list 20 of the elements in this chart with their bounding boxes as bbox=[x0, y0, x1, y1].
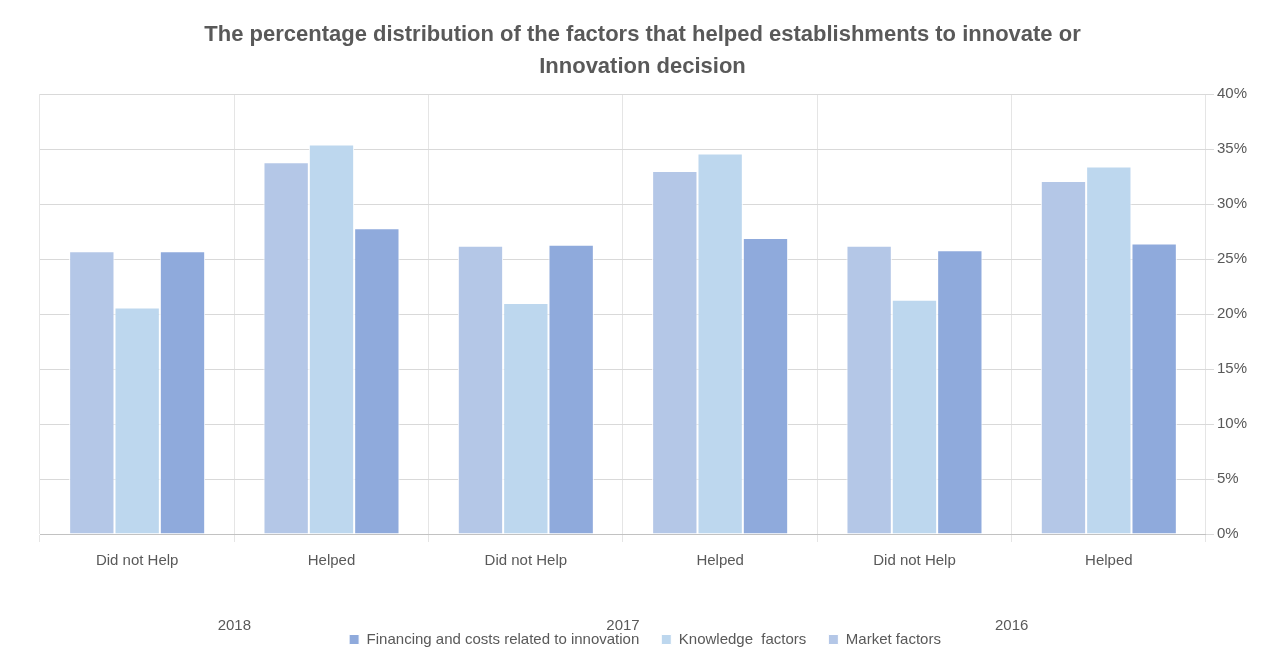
chart-title: The percentage distribution of the factors that helped establishments to innovate or Innovation decision bbox=[203, 20, 1082, 80]
legend-label: Knowledge factors bbox=[678, 629, 807, 647]
y-tick-label: 40% bbox=[1216, 84, 1248, 102]
y-tick-label: 10% bbox=[1216, 414, 1248, 432]
x-tick-label: Helped bbox=[307, 551, 356, 569]
y-tick-label: 30% bbox=[1216, 194, 1248, 212]
text: 2018 bbox=[217, 615, 252, 633]
y-tick-label: 5% bbox=[1216, 469, 1239, 487]
text: 2016 bbox=[994, 615, 1029, 633]
y-tick-label: 25% bbox=[1216, 249, 1248, 267]
y-tick-label: 35% bbox=[1216, 139, 1248, 157]
y-tick-label: 0% bbox=[1216, 524, 1239, 542]
legend-label: Market factors bbox=[845, 629, 941, 647]
y-tick-label: 15% bbox=[1216, 359, 1248, 377]
x-tick-label: Did not Help bbox=[95, 551, 179, 569]
x-tick-label: Did not Help bbox=[873, 551, 956, 569]
x-tick-label: Helped bbox=[696, 551, 744, 569]
y-tick-label: 20% bbox=[1216, 304, 1248, 322]
x-tick-label: Helped bbox=[1085, 551, 1133, 569]
x-tick-label: Did not Help bbox=[484, 551, 568, 569]
